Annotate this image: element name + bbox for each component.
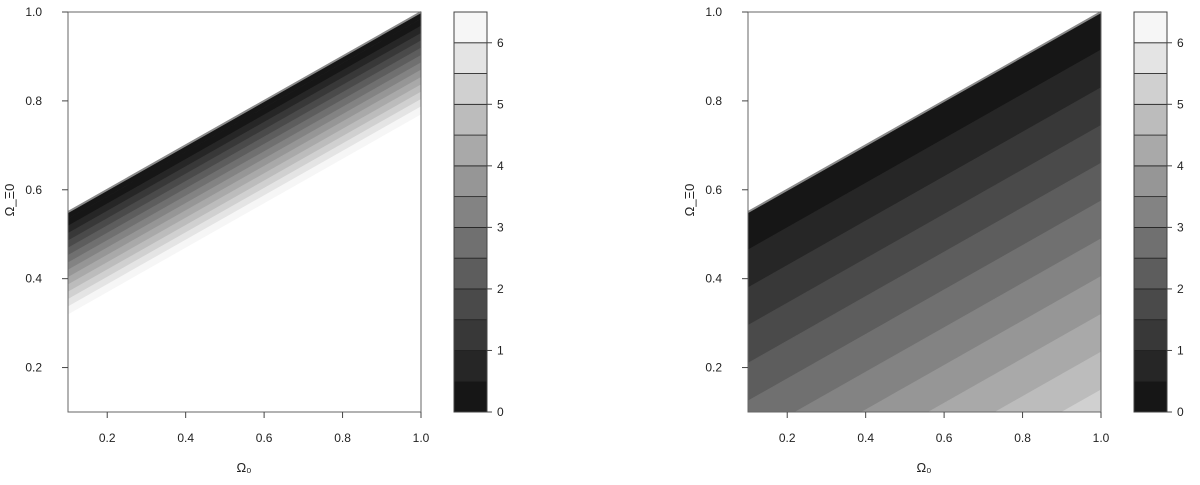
colorbar-tick-label: 2: [1177, 282, 1184, 296]
colorbar-level: [1133, 319, 1168, 351]
contour-band: [861, 276, 1101, 412]
x-axis-title-left: Ω₀: [236, 460, 251, 475]
x-tick-label: 0.6: [256, 431, 273, 445]
colorbar-tick-label: 2: [497, 282, 504, 296]
x-axis-right: 0.2 0.4 0.6 0.8 1.0: [779, 412, 1110, 445]
colorbar-tick-label: 5: [497, 97, 504, 111]
colorbar-level: [453, 350, 488, 382]
contour-band: [68, 62, 421, 271]
colorbar-left: 0 1 2 3 4 5 6: [453, 11, 504, 419]
x-axis-left: 0.2 0.4 0.6 0.8 1.0: [99, 412, 430, 445]
plot-frame-left: [67, 11, 422, 413]
contour-band: [68, 12, 421, 219]
y-tick-label: 0.8: [705, 94, 722, 108]
colorbar-level: [453, 103, 488, 136]
colorbar-level: [453, 257, 488, 290]
colorbar-tick-label: 3: [1177, 220, 1184, 234]
colorbar-level: [453, 380, 488, 413]
y-tick-label: 1.0: [705, 5, 722, 19]
contour-band: [68, 69, 421, 278]
x-tick-label: 0.8: [1014, 431, 1031, 445]
colorbar-level: [1133, 11, 1168, 44]
x-tick-label: 0.8: [334, 431, 351, 445]
colorbar-level: [1133, 380, 1168, 413]
colorbar-level: [453, 42, 488, 74]
colorbar-level: [453, 165, 488, 198]
y-tick-label: 0.2: [25, 361, 42, 375]
colorbar-level: [1133, 73, 1168, 105]
x-tick-label: 1.0: [1093, 431, 1110, 445]
contour-plot-left: [68, 12, 421, 315]
y-tick-label: 0.6: [25, 183, 42, 197]
x-tick-label: 0.2: [779, 431, 796, 445]
colorbar-tick-label: 0: [497, 405, 504, 419]
x-tick-label: 0.6: [936, 431, 953, 445]
colorbar-right: 0 1 2 3 4 5 6: [1133, 11, 1184, 419]
colorbar-level: [453, 134, 488, 167]
plot-frame-right: [747, 11, 1102, 413]
x-tick-label: 0.4: [177, 431, 194, 445]
colorbar-level: [1133, 196, 1168, 228]
contour-band: [68, 106, 421, 315]
colorbar-tick-label: 4: [497, 159, 504, 173]
colorbar-level: [1133, 103, 1168, 136]
colorbar-level: [1133, 226, 1168, 259]
colorbar-frame: [453, 11, 488, 413]
contour-band: [68, 40, 421, 249]
y-axis-title-right: Ω_Ξ0: [682, 184, 697, 217]
x-tick-label: 1.0: [413, 431, 430, 445]
y-axis-title-left: Ω_Ξ0: [2, 184, 17, 217]
y-tick-label: 0.8: [25, 94, 42, 108]
colorbar-tick-label: 3: [497, 220, 504, 234]
panel-right: 0.2 0.4 0.6 0.8 1.0 0.20.40.60.81.0 Ω₀ Ω_Ξ0 …: [682, 5, 1184, 475]
colorbar-frame: [1133, 11, 1168, 413]
colorbar-tick-label: 6: [497, 36, 504, 50]
colorbar-level: [1133, 134, 1168, 167]
y-axis-right: 0.2 0.4 0.6 0.8 1.0: [705, 5, 748, 375]
colorbar-level: [453, 196, 488, 228]
colorbar-tick-label: 1: [1177, 343, 1184, 357]
boundary-line-right: [747, 11, 1102, 213]
contour-band: [1061, 389, 1101, 412]
colorbar-level: [453, 319, 488, 351]
colorbar-level: [1133, 257, 1168, 290]
colorbar-tick-label: 4: [1177, 159, 1184, 173]
contour-band: [927, 313, 1101, 412]
colorbar-level: [1133, 350, 1168, 382]
boundary-line-left: [67, 11, 422, 213]
colorbar-level: [1133, 288, 1168, 321]
contour-band: [68, 47, 421, 256]
colorbar-tick-label: 1: [497, 343, 504, 357]
x-tick-label: 0.4: [857, 431, 874, 445]
y-axis-left: 0.2 0.4 0.6 0.8 1.0: [25, 5, 68, 375]
colorbar-level: [453, 288, 488, 321]
colorbar-tick-label: 0: [1177, 405, 1184, 419]
colorbar-tick-label: 6: [1177, 36, 1184, 50]
colorbar-level: [453, 226, 488, 259]
y-tick-label: 0.2: [705, 361, 722, 375]
colorbar-level: [453, 73, 488, 105]
colorbar-level: [453, 11, 488, 44]
colorbar-level: [1133, 42, 1168, 74]
contour-band: [68, 54, 421, 264]
y-tick-label: 0.4: [705, 272, 722, 286]
x-tick-label: 0.2: [99, 431, 116, 445]
contour-band: [994, 351, 1101, 412]
panel-left: 0.2 0.4 0.6 0.8 1.0 0.20.40.60.81.0 Ω₀ Ω_Ξ0 …: [2, 5, 504, 475]
y-tick-label: 0.6: [705, 183, 722, 197]
contour-band: [748, 200, 1101, 412]
colorbar-tick-label: 5: [1177, 97, 1184, 111]
y-tick-label: 1.0: [25, 5, 42, 19]
x-axis-title-right: Ω₀: [916, 460, 931, 475]
contour-band: [794, 238, 1101, 412]
colorbar-level: [1133, 165, 1168, 198]
y-tick-label: 0.4: [25, 272, 42, 286]
contour-plot-right: [748, 12, 1101, 412]
